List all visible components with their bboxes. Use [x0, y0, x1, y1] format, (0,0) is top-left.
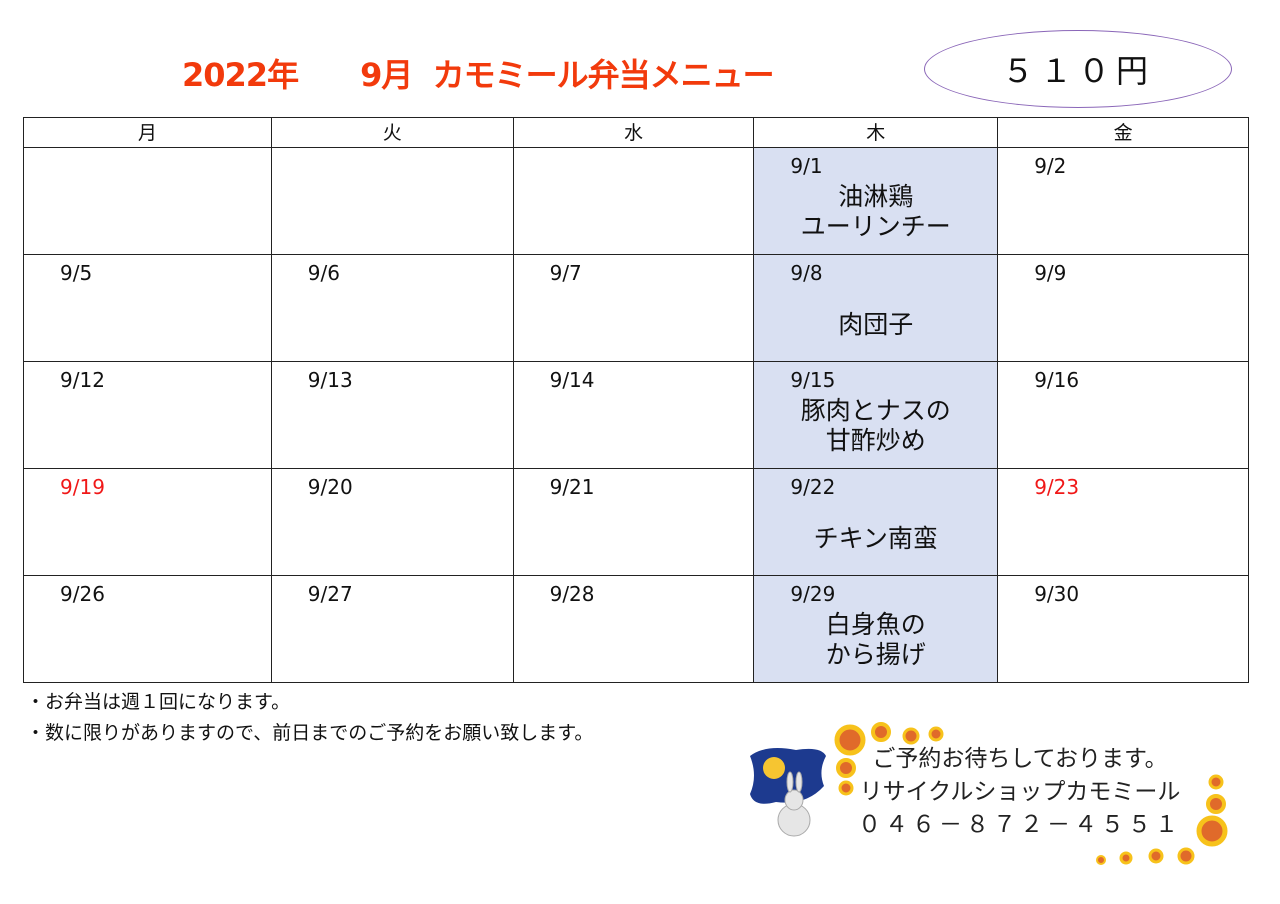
menu-item: 油淋鶏 ユーリンチー	[754, 182, 997, 242]
sunflower-border-icon	[834, 722, 1228, 865]
menu-item: 肉団子	[754, 310, 997, 340]
menu-line: 甘酢炒め	[825, 426, 926, 455]
weekday-header: 月火水木金	[23, 117, 1249, 148]
day-cell: 9/29 白身魚の から揚げ	[753, 575, 999, 683]
day-cell: 9/23	[997, 468, 1249, 576]
day-date: 9/19	[60, 475, 105, 499]
page-title: 2022年 9月 カモミール弁当メニュー	[182, 56, 775, 94]
week-row: 9/1 油淋鶏 ユーリンチー 9/2	[23, 147, 1249, 255]
week-row: 9/19 9/20 9/21 9/22 チキン南蛮 9/23	[23, 468, 1249, 576]
day-cell: 9/6	[270, 254, 514, 362]
menu-item: 豚肉とナスの 甘酢炒め	[754, 396, 997, 456]
day-cell: 9/12	[23, 361, 272, 469]
day-cell: 9/8 肉団子	[753, 254, 999, 362]
day-cell: 9/22 チキン南蛮	[753, 468, 999, 576]
menu-line: ユーリンチー	[800, 212, 951, 241]
sunflower-moon-rabbit-illustration	[750, 722, 1228, 865]
day-date: 9/6	[307, 261, 340, 285]
weekday-2: 水	[512, 117, 755, 148]
day-cell: 9/19	[23, 468, 272, 576]
day-date: 9/20	[307, 475, 353, 499]
day-date: 9/8	[790, 261, 823, 285]
menu-item: 白身魚の から揚げ	[754, 610, 997, 670]
shop-name: リサイクルショップカモミール	[859, 779, 1181, 805]
menu-line: 豚肉とナスの	[800, 396, 951, 425]
day-cell: 9/5	[23, 254, 272, 362]
day-date: 9/16	[1034, 368, 1080, 392]
menu-line: 油淋鶏	[838, 182, 914, 211]
day-date: 9/12	[60, 368, 105, 392]
day-cell: 9/28	[512, 575, 755, 683]
day-cell: 9/15 豚肉とナスの 甘酢炒め	[753, 361, 999, 469]
day-cell: 9/20	[270, 468, 514, 576]
day-cell	[23, 147, 272, 255]
note-item: ・数に限りがありますので、前日までのご予約をお願い致します。	[26, 722, 594, 744]
week-row: 9/12 9/13 9/14 9/15 豚肉とナスの 甘酢炒め 9/16	[23, 361, 1249, 469]
menu-item: チキン南蛮	[754, 524, 997, 554]
menu-line: から揚げ	[825, 640, 926, 669]
note-item: ・お弁当は週１回になります。	[26, 691, 291, 713]
day-cell: 9/16	[997, 361, 1249, 469]
day-date: 9/2	[1034, 154, 1067, 178]
menu-line: チキン南蛮	[813, 524, 938, 553]
shop-phone: ０４６－８７２－４５５１	[858, 812, 1182, 838]
day-date: 9/27	[307, 582, 353, 606]
notes: ・お弁当は週１回になります。 ・数に限りがありますので、前日までのご予約をお願い…	[26, 687, 593, 749]
day-date: 9/15	[790, 368, 836, 392]
week-row: 9/26 9/27 9/28 9/29 白身魚の から揚げ 9/30	[23, 575, 1249, 683]
day-cell: 9/9	[997, 254, 1249, 362]
day-date: 9/30	[1034, 582, 1080, 606]
day-date: 9/1	[790, 154, 823, 178]
day-date: 9/5	[60, 261, 93, 285]
moon-icon	[763, 757, 785, 779]
reservation-message: ご予約お待ちしております。	[872, 746, 1168, 772]
weekday-0: 月	[23, 117, 272, 148]
day-cell: 9/21	[512, 468, 755, 576]
shop-contact: ご予約お待ちしております。 リサイクルショップカモミール ０４６－８７２－４５５…	[858, 743, 1182, 842]
weekday-1: 火	[270, 117, 514, 148]
day-cell: 9/26	[23, 575, 272, 683]
day-date: 9/7	[549, 261, 582, 285]
day-date: 9/14	[549, 368, 595, 392]
day-date: 9/9	[1034, 261, 1067, 285]
day-date: 9/23	[1034, 475, 1080, 499]
day-cell	[512, 147, 755, 255]
day-date: 9/28	[549, 582, 595, 606]
day-cell	[270, 147, 514, 255]
day-cell: 9/2	[997, 147, 1249, 255]
day-date: 9/22	[790, 475, 836, 499]
week-row: 9/5 9/6 9/7 9/8 肉団子 9/9	[23, 254, 1249, 362]
day-cell: 9/7	[512, 254, 755, 362]
day-cell: 9/30	[997, 575, 1249, 683]
day-cell: 9/14	[512, 361, 755, 469]
day-date: 9/21	[549, 475, 595, 499]
weekday-4: 金	[997, 117, 1249, 148]
day-cell: 9/27	[270, 575, 514, 683]
menu-line: 白身魚の	[825, 610, 926, 639]
day-date: 9/26	[60, 582, 105, 606]
day-date: 9/13	[307, 368, 353, 392]
menu-line: 肉団子	[838, 310, 914, 339]
day-cell: 9/13	[270, 361, 514, 469]
day-date: 9/29	[790, 582, 836, 606]
price-badge: ５１０円	[924, 30, 1232, 108]
menu-calendar: 月火水木金 9/1 油淋鶏 ユーリンチー 9/2 9/5 9/6 9/7 9/8 肉団子 9/9 9…	[23, 117, 1249, 683]
day-cell: 9/1 油淋鶏 ユーリンチー	[753, 147, 999, 255]
weekday-3: 木	[753, 117, 999, 148]
